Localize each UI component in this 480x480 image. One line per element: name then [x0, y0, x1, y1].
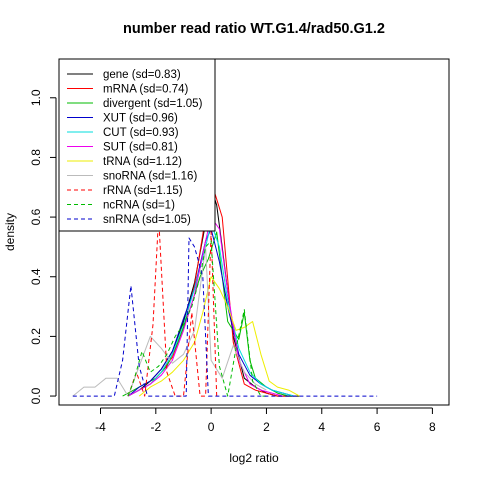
legend-label-6: tRNA (sd=1.12) [103, 156, 182, 168]
legend-label-7: snoRNA (sd=1.16) [103, 171, 197, 183]
x-tick-label: 0 [208, 420, 215, 434]
y-tick-label: 0.6 [29, 208, 43, 225]
x-tick-label: 2 [263, 420, 270, 434]
chart-title: number read ratio WT.G1.4/rad50.G1.2 [123, 21, 385, 37]
series-line-8 [127, 216, 218, 397]
series-line-9 [127, 240, 267, 397]
legend-label-8: rRNA (sd=1.15) [103, 185, 183, 197]
x-tick-label: 4 [318, 420, 325, 434]
y-tick-label: 0.8 [29, 149, 43, 166]
x-tick-label: -4 [95, 420, 106, 434]
legend-label-4: CUT (sd=0.93) [103, 127, 179, 139]
series-line-7 [72, 246, 267, 397]
series-line-3 [127, 228, 295, 397]
x-axis-label: log2 ratio [229, 451, 279, 465]
legend-label-1: mRNA (sd=0.74) [103, 84, 188, 96]
series-line-6 [138, 276, 300, 397]
plot-frame [58, 58, 450, 406]
y-tick-label: 0.4 [29, 268, 43, 285]
x-tick-label: -2 [150, 420, 161, 434]
legend-label-10: snRNA (sd=1.05) [103, 214, 191, 226]
series-line-5 [127, 216, 284, 397]
y-tick-label: 0.2 [29, 328, 43, 345]
x-axis: -4 -2 0 2 4 6 8 [95, 407, 436, 434]
legend-label-0: gene (sd=0.83) [103, 69, 181, 81]
legend-label-2: divergent (sd=1.05) [103, 98, 203, 110]
legend-label-9: ncRNA (sd=1) [103, 200, 175, 212]
x-tick-label: 6 [374, 420, 381, 434]
y-tick-label: 0.0 [29, 387, 43, 404]
x-tick-label: 8 [429, 420, 436, 434]
legend: gene (sd=0.83) mRNA (sd=0.74) divergent (s… [58, 58, 216, 232]
series-line-10 [72, 237, 378, 397]
y-axis: 0.0 0.2 0.4 0.6 0.8 1.0 [29, 89, 57, 404]
y-tick-label: 1.0 [29, 89, 43, 106]
legend-box [58, 58, 216, 232]
y-axis-label: density [3, 213, 17, 251]
legend-label-3: XUT (sd=0.96) [103, 113, 178, 125]
legend-label-5: SUT (sd=0.81) [103, 142, 178, 154]
